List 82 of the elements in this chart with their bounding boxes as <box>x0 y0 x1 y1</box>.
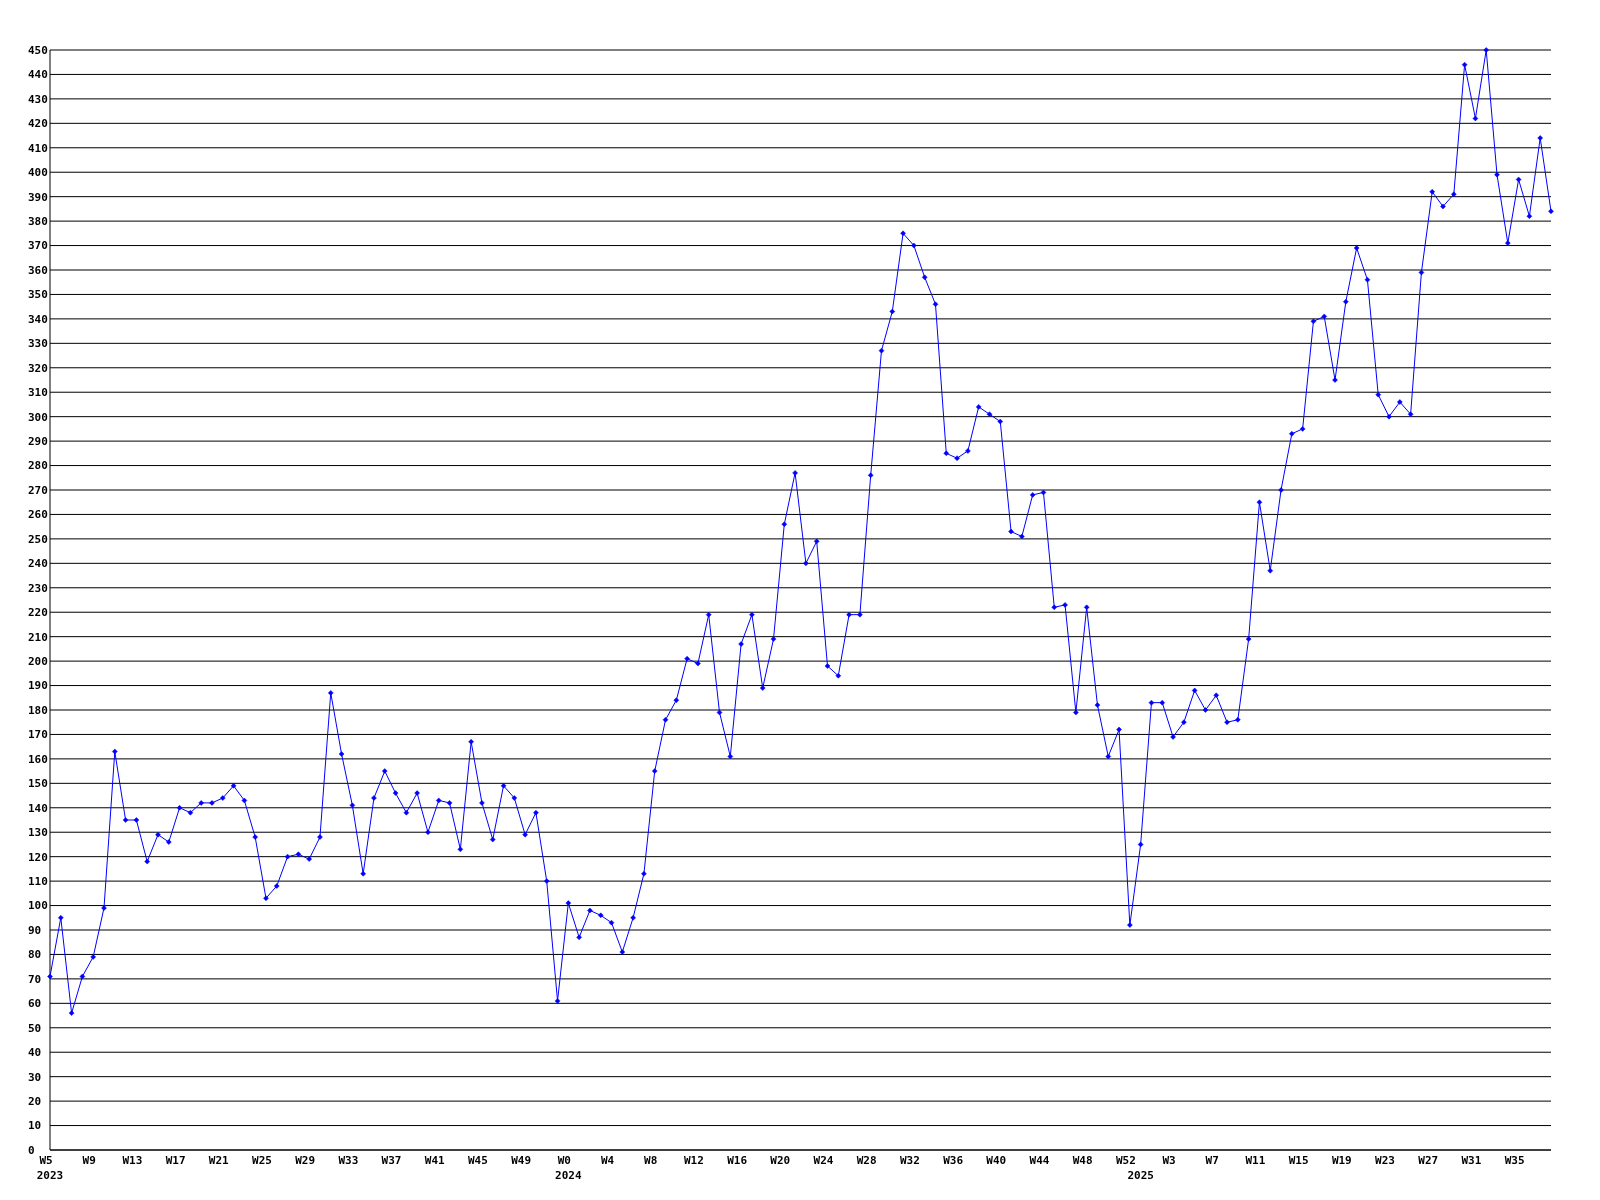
x-tick-label: W32 <box>899 1154 920 1167</box>
y-tick-label: 240 <box>28 557 48 571</box>
x-tick-label: W13 <box>122 1154 143 1167</box>
x-tick-label: W21 <box>208 1154 230 1167</box>
y-tick-label: 100 <box>28 899 48 913</box>
x-tick-label: W27 <box>1418 1154 1439 1167</box>
y-tick-label: 400 <box>28 166 48 180</box>
y-tick-label: 180 <box>28 703 48 717</box>
y-tick-label: 360 <box>28 263 48 277</box>
y-tick-label: 450 <box>28 43 48 57</box>
x-tick-label: W23 <box>1375 1154 1395 1167</box>
y-tick-label: 230 <box>28 581 48 595</box>
x-tick-label: W19 <box>1331 1154 1352 1167</box>
y-tick-label: 30 <box>28 1070 42 1084</box>
x-tick-label: W7 <box>1205 1154 1219 1167</box>
x-tick-label: W4 <box>600 1154 615 1167</box>
y-tick-label: 350 <box>28 288 48 302</box>
y-tick-label: 40 <box>28 1046 42 1060</box>
y-tick-label: 120 <box>28 850 48 864</box>
y-tick-label: 260 <box>28 508 48 522</box>
x-tick-label: W36 <box>943 1154 964 1167</box>
y-tick-label: 10 <box>28 1119 42 1133</box>
y-tick-label: 140 <box>28 801 48 815</box>
x-tick-label: W16 <box>727 1154 748 1167</box>
x-tick-label: W5 2023 <box>36 1154 64 1182</box>
x-tick-label: W35 <box>1504 1154 1525 1167</box>
y-tick-label: 420 <box>28 117 48 131</box>
y-tick-label: 210 <box>28 630 48 644</box>
y-tick-label: 290 <box>28 434 48 448</box>
y-tick-label: 150 <box>28 777 48 791</box>
y-tick-label: 280 <box>28 459 48 473</box>
x-tick-label: W45 <box>468 1154 488 1167</box>
x-tick-label: W3 <box>1162 1154 1176 1167</box>
y-tick-label: 130 <box>28 826 48 840</box>
x-tick-label: W49 <box>511 1154 532 1167</box>
x-tick-label: W20 <box>770 1154 791 1167</box>
y-tick-label: 200 <box>28 654 48 668</box>
x-tick-label: 2025 <box>1127 1169 1154 1182</box>
y-tick-label: 330 <box>28 337 48 351</box>
y-tick-label: 80 <box>28 948 42 962</box>
x-tick-label: W12 <box>683 1154 704 1167</box>
y-tick-label: 160 <box>28 752 48 766</box>
x-tick-label: W31 <box>1461 1154 1482 1167</box>
y-tick-label: 50 <box>28 1021 42 1035</box>
x-tick-label: W41 <box>424 1154 446 1167</box>
y-tick-label: 220 <box>28 606 48 620</box>
x-tick-label: W44 <box>1029 1154 1050 1167</box>
x-tick-label: W29 <box>295 1154 316 1167</box>
x-tick-label: W8 <box>644 1154 658 1167</box>
y-tick-label: 390 <box>28 190 48 204</box>
y-tick-label: 410 <box>28 141 48 155</box>
x-tick-label: W25 <box>252 1154 272 1167</box>
x-tick-label: W0 2024 <box>555 1154 582 1182</box>
y-tick-label: 170 <box>28 728 48 742</box>
y-tick-label: 340 <box>28 312 48 326</box>
x-tick-label: W17 <box>165 1154 186 1167</box>
x-tick-label: W15 <box>1288 1154 1309 1167</box>
y-tick-label: 270 <box>28 483 48 497</box>
y-tick-label: 300 <box>28 410 48 424</box>
y-tick-label: 380 <box>28 214 48 228</box>
y-tick-label: 90 <box>28 923 42 937</box>
y-tick-label: 60 <box>28 997 42 1011</box>
y-tick-label: 110 <box>28 874 48 888</box>
y-tick-label: 430 <box>28 92 48 106</box>
x-tick-label: W33 <box>338 1154 359 1167</box>
y-tick-label: 310 <box>28 386 48 400</box>
y-tick-label: 370 <box>28 239 48 253</box>
x-tick-label: W40 <box>986 1154 1007 1167</box>
x-tick-label: W48 <box>1072 1154 1093 1167</box>
x-tick-label: W24 <box>813 1154 834 1167</box>
y-tick-label: 320 <box>28 361 48 375</box>
x-tick-label: W9 <box>82 1154 96 1167</box>
x-tick-label: W28 <box>856 1154 877 1167</box>
x-tick-label: W37 <box>381 1154 402 1167</box>
y-tick-label: 440 <box>28 68 48 82</box>
y-tick-label: 20 <box>28 1094 42 1108</box>
y-tick-label: 190 <box>28 679 48 693</box>
x-tick-label: W52 <box>1115 1154 1136 1167</box>
y-tick-label: 250 <box>28 532 48 546</box>
y-tick-label: 0 <box>28 1143 35 1157</box>
x-tick-label: W11 <box>1245 1154 1266 1167</box>
y-tick-label: 70 <box>28 972 42 986</box>
